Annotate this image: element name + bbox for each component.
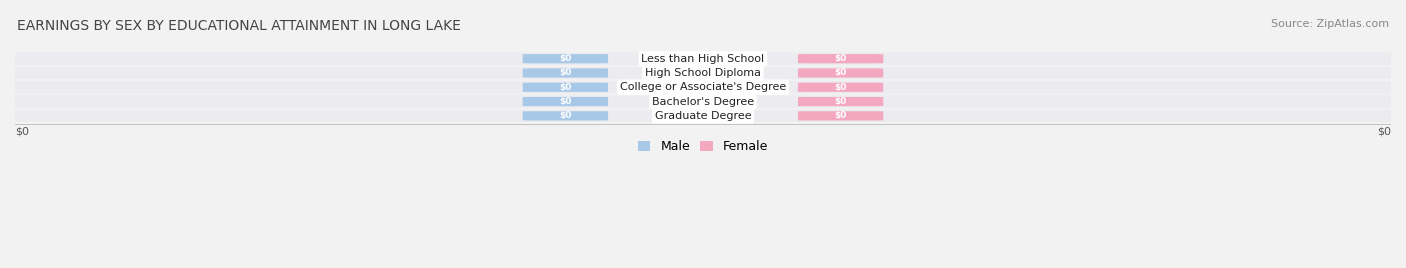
FancyBboxPatch shape xyxy=(4,110,1402,122)
FancyBboxPatch shape xyxy=(4,95,1402,108)
Text: $0: $0 xyxy=(834,111,846,120)
FancyBboxPatch shape xyxy=(799,97,883,106)
FancyBboxPatch shape xyxy=(523,83,607,92)
FancyBboxPatch shape xyxy=(4,67,1402,79)
Text: $0: $0 xyxy=(834,54,846,63)
FancyBboxPatch shape xyxy=(523,111,607,120)
Legend: Male, Female: Male, Female xyxy=(633,135,773,158)
Text: $0: $0 xyxy=(560,83,572,92)
Text: $0: $0 xyxy=(15,126,30,137)
Text: Source: ZipAtlas.com: Source: ZipAtlas.com xyxy=(1271,19,1389,29)
Text: High School Diploma: High School Diploma xyxy=(645,68,761,78)
FancyBboxPatch shape xyxy=(799,111,883,120)
FancyBboxPatch shape xyxy=(523,68,607,78)
FancyBboxPatch shape xyxy=(799,68,883,78)
FancyBboxPatch shape xyxy=(4,81,1402,93)
Text: $0: $0 xyxy=(560,111,572,120)
Text: $0: $0 xyxy=(560,97,572,106)
Text: Less than High School: Less than High School xyxy=(641,54,765,64)
Text: College or Associate's Degree: College or Associate's Degree xyxy=(620,82,786,92)
Text: $0: $0 xyxy=(1376,126,1391,137)
Text: $0: $0 xyxy=(834,97,846,106)
Text: $0: $0 xyxy=(834,83,846,92)
FancyBboxPatch shape xyxy=(523,54,607,63)
Text: $0: $0 xyxy=(834,69,846,77)
FancyBboxPatch shape xyxy=(799,54,883,63)
Text: EARNINGS BY SEX BY EDUCATIONAL ATTAINMENT IN LONG LAKE: EARNINGS BY SEX BY EDUCATIONAL ATTAINMEN… xyxy=(17,19,461,33)
Text: $0: $0 xyxy=(560,54,572,63)
FancyBboxPatch shape xyxy=(799,83,883,92)
FancyBboxPatch shape xyxy=(4,53,1402,65)
FancyBboxPatch shape xyxy=(523,97,607,106)
Text: Graduate Degree: Graduate Degree xyxy=(655,111,751,121)
Text: Bachelor's Degree: Bachelor's Degree xyxy=(652,96,754,107)
Text: $0: $0 xyxy=(560,69,572,77)
